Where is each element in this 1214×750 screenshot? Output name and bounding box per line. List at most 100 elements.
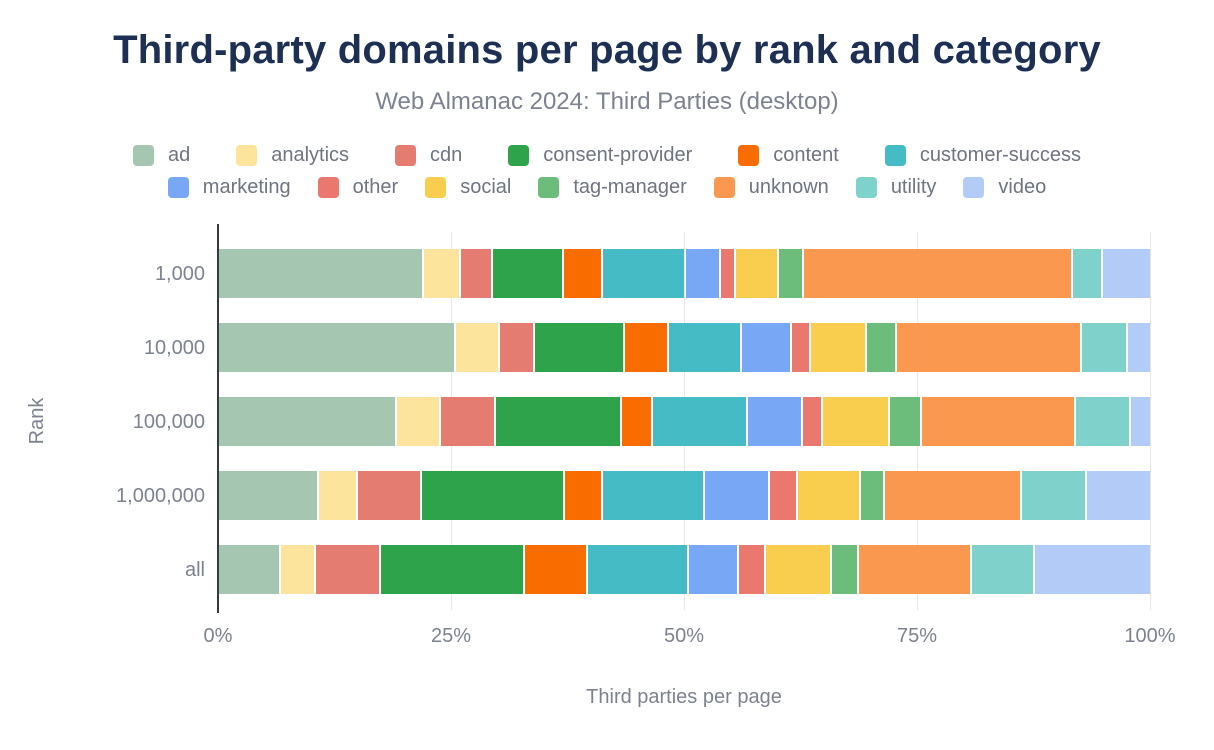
segment-cdn [460,249,491,298]
legend-item-video[interactable]: video [963,176,1046,198]
segment-utility [971,545,1033,594]
segment-unknown [921,397,1075,446]
segment-social [811,323,866,372]
x-tick-label-50pct: 50% [663,625,705,647]
segment-ad [218,545,279,594]
y-tick-label-100000: 100,000 [132,411,205,433]
y-tick-label-1000000: 1,000,000 [116,485,205,507]
segment-consent-provider [421,471,563,520]
social-swatch-icon [425,176,447,198]
content-swatch-icon [738,144,760,166]
legend-item-tag-manager[interactable]: tag-manager [538,176,687,198]
segment-other [803,397,822,446]
unknown-swatch-icon [713,176,735,198]
x-tick-label-0pct: 0% [203,625,233,647]
segment-tag-manager [867,323,896,372]
tag-manager-swatch-icon [538,176,560,198]
segment-tag-manager [779,249,802,298]
segment-ad [218,471,317,520]
segment-customer-success [587,545,687,594]
segment-content [624,323,668,372]
legend-item-marketing[interactable]: marketing [167,176,291,198]
legend-item-customer-success[interactable]: customer-success [884,144,1082,166]
segment-cdn [315,545,380,594]
legend-label: consent-provider [543,144,693,166]
ad-swatch-icon [132,144,154,166]
legend-row-2: marketing other social tag-manager unknown ut… [0,176,1214,198]
legend-item-other[interactable]: other [317,176,399,198]
segment-consent-provider [492,249,562,298]
cdn-swatch-icon [395,144,417,166]
x-tick-label-100pct: 100% [1124,625,1176,647]
segment-content [563,249,602,298]
segment-marketing [742,323,791,372]
legend-item-unknown[interactable]: unknown [713,176,829,198]
marketing-swatch-icon [167,176,189,198]
segment-other [720,249,735,298]
segment-social [823,397,888,446]
legend-label: video [998,176,1047,198]
segment-unknown [803,249,1071,298]
customer-success-swatch-icon [884,144,906,166]
y-tick-label-1000: 1,000 [154,263,205,285]
segment-other [738,545,765,594]
segment-customer-success [652,397,747,446]
segment-unknown [897,323,1080,372]
segment-consent-provider [534,323,623,372]
segment-consent-provider [381,545,523,594]
segment-analytics [456,323,498,372]
segment-cdn [440,397,495,446]
segment-other [770,471,796,520]
segment-video [1130,397,1150,446]
segment-marketing [704,471,769,520]
y-axis-line [217,224,219,613]
segment-unknown [885,471,1020,520]
segment-analytics [318,471,357,520]
segment-consent-provider [496,397,620,446]
legend-label: social [460,176,512,198]
legend-label: customer-success [919,144,1082,166]
bar-row-all [218,545,1151,594]
segment-content [524,545,586,594]
segment-ad [218,249,423,298]
legend-item-cdn[interactable]: cdn [395,144,462,166]
legend-label: analytics [271,144,350,166]
x-tick-label-25pct: 25% [430,625,472,647]
legend-item-social[interactable]: social [425,176,511,198]
segment-video [1087,471,1151,520]
other-swatch-icon [317,176,339,198]
bar-row-1000 [218,249,1151,298]
utility-swatch-icon [855,176,877,198]
segment-social [736,249,777,298]
legend-item-analytics[interactable]: analytics [236,144,349,166]
legend-row-1: ad analytics cdn consent-provider content cus… [0,144,1214,166]
segment-social [766,545,830,594]
legend-label: cdn [430,144,463,166]
legend-item-utility[interactable]: utility [855,176,936,198]
segment-analytics [424,249,459,298]
segment-utility [1081,323,1127,372]
legend-label: marketing [202,176,291,198]
segment-video [1102,249,1151,298]
segment-video [1034,545,1151,594]
chart-legend: ad analytics cdn consent-provider content cus… [0,144,1214,208]
legend-label: tag-manager [573,176,687,198]
segment-utility [1021,471,1086,520]
segment-cdn [358,471,420,520]
segment-analytics [397,397,439,446]
segment-tag-manager [860,471,884,520]
segment-customer-success [603,249,684,298]
gridline-100 [1150,232,1151,610]
segment-content [564,471,601,520]
legend-item-ad[interactable]: ad [132,144,190,166]
segment-unknown [859,545,970,594]
legend-item-consent-provider[interactable]: consent-provider [508,144,692,166]
legend-item-content[interactable]: content [738,144,839,166]
legend-label: other [352,176,399,198]
page-subtitle: Web Almanac 2024: Third Parties (desktop… [375,88,839,115]
segment-utility [1072,249,1101,298]
segment-analytics [280,545,314,594]
segment-customer-success [603,471,703,520]
legend-label: content [773,144,839,166]
